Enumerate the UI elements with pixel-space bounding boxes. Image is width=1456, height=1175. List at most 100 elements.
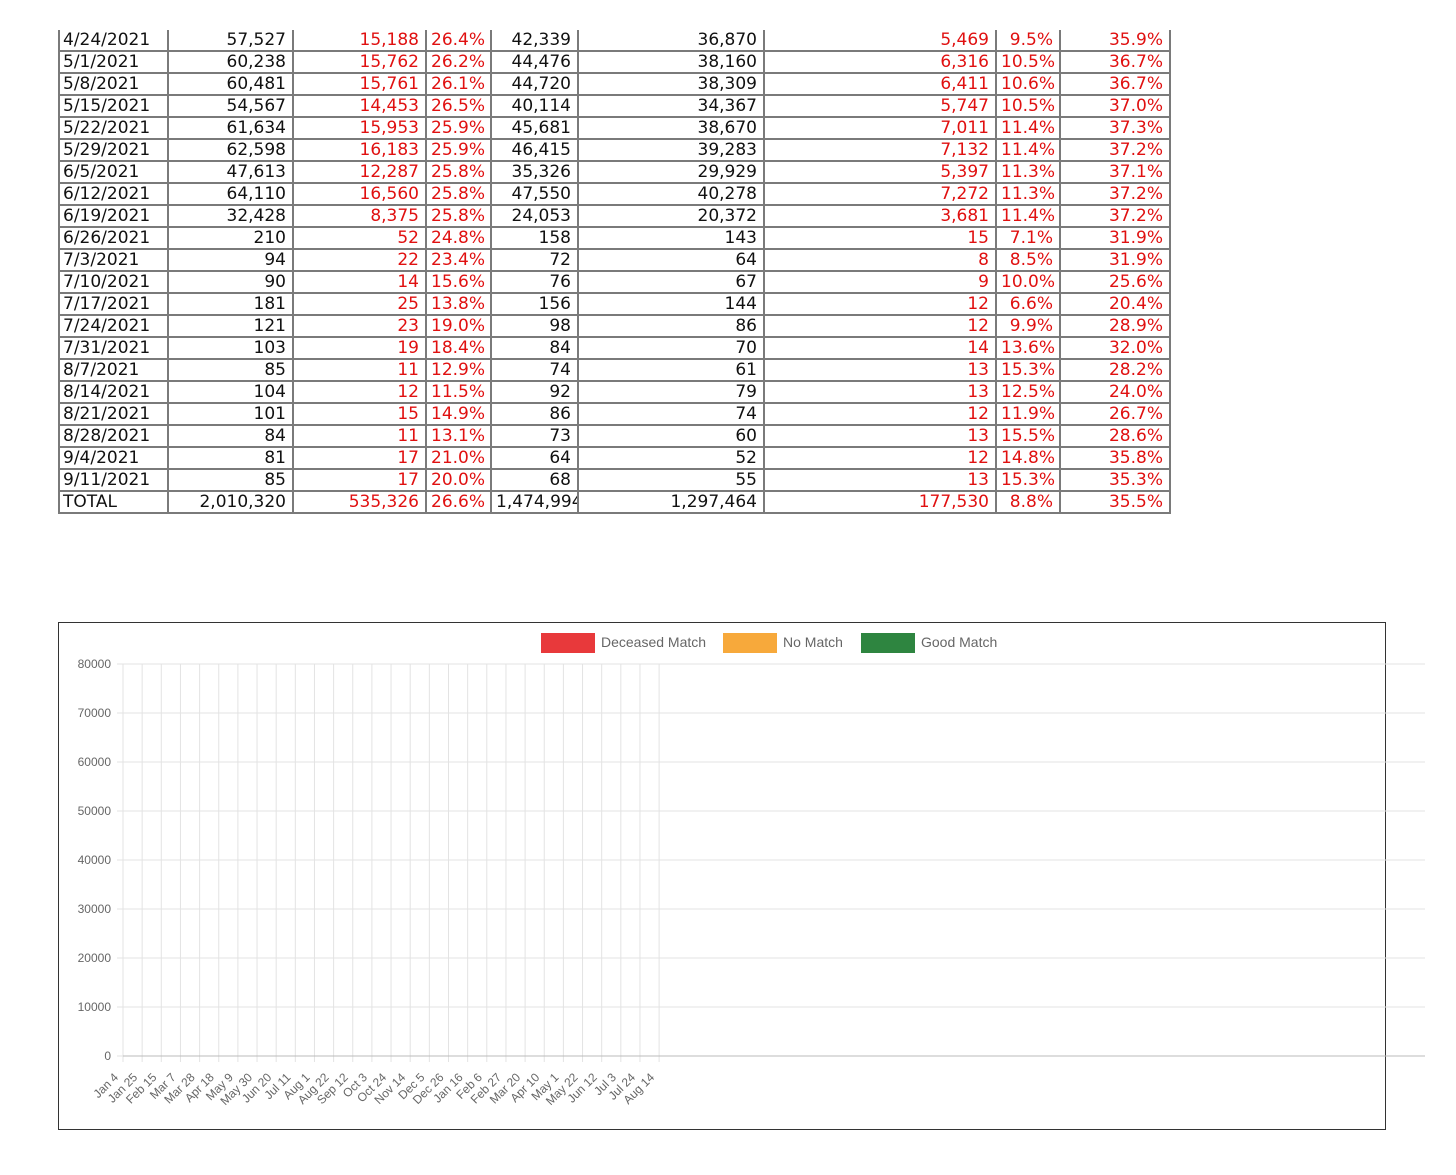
table-cell: 60,238 <box>167 50 294 74</box>
table-cell: 23 <box>292 314 427 338</box>
table-cell: 5/29/2021 <box>58 138 169 162</box>
table-cell: 535,326 <box>292 490 427 514</box>
table-cell: 13.1% <box>425 424 492 448</box>
table-cell: 7,011 <box>763 116 997 140</box>
chart-canvas: 0 10000 20000 30000 40000 50000 60000 70000 8000… <box>78 633 1425 1108</box>
table-cell: 92 <box>490 380 579 404</box>
table-cell: 37.3% <box>1059 116 1171 140</box>
table-cell: 24.0% <box>1059 380 1171 404</box>
table-cell: 15.3% <box>995 468 1061 492</box>
legend-label: No Match <box>783 634 843 650</box>
table-cell: 8/7/2021 <box>58 358 169 382</box>
table-row: 7/31/2021 103 19 18.4% 84 70 14 13.6% 32.0% <box>58 336 1171 360</box>
table-cell: 21.0% <box>425 446 492 470</box>
table-cell: 25.8% <box>425 182 492 206</box>
table-cell: 16,183 <box>292 138 427 162</box>
table-cell: 35,326 <box>490 160 579 184</box>
table-cell: 74 <box>577 402 765 426</box>
table-cell: 1,474,994 <box>490 490 579 514</box>
table-cell: 5/15/2021 <box>58 94 169 118</box>
table-cell: 45,681 <box>490 116 579 140</box>
table-cell: 101 <box>167 402 294 426</box>
table-cell: 62,598 <box>167 138 294 162</box>
table-cell: 36.7% <box>1059 50 1171 74</box>
table-cell: 61,634 <box>167 116 294 140</box>
table-cell: 85 <box>167 468 294 492</box>
table-cell: 22 <box>292 248 427 272</box>
y-tick-label: 80000 <box>78 657 112 671</box>
table-cell: 12 <box>763 402 997 426</box>
table-cell: 28.2% <box>1059 358 1171 382</box>
table-cell: 23.4% <box>425 248 492 272</box>
table-cell: 8/28/2021 <box>58 424 169 448</box>
legend-label: Deceased Match <box>601 634 706 650</box>
y-tick-label: 30000 <box>78 902 112 916</box>
table-cell: 31.9% <box>1059 226 1171 250</box>
table-cell: 29,929 <box>577 160 765 184</box>
table-cell: 54,567 <box>167 94 294 118</box>
table-cell: 15.5% <box>995 424 1061 448</box>
table-cell: 4/24/2021 <box>58 30 169 52</box>
table-cell: 25.8% <box>425 160 492 184</box>
table-total-row: TOTAL 2,010,320 535,326 26.6% 1,474,994 1,297… <box>58 490 1171 514</box>
table-cell: 13 <box>763 424 997 448</box>
table-cell: 47,550 <box>490 182 579 206</box>
table-cell: 15.6% <box>425 270 492 294</box>
table-cell: 44,720 <box>490 72 579 96</box>
table-cell: 25 <box>292 292 427 316</box>
table-cell: 79 <box>577 380 765 404</box>
table-cell: 86 <box>490 402 579 426</box>
table-cell: 19 <box>292 336 427 360</box>
table-cell: 18.4% <box>425 336 492 360</box>
legend-label: Good Match <box>921 634 997 650</box>
table-cell: 12.5% <box>995 380 1061 404</box>
table-cell: 13.6% <box>995 336 1061 360</box>
table-cell: 7/17/2021 <box>58 292 169 316</box>
table-cell: 5,747 <box>763 94 997 118</box>
table-body: 4/24/2021 57,527 15,188 26.4% 42,339 36,870 5,… <box>58 30 1171 514</box>
table-cell: 40,114 <box>490 94 579 118</box>
table-cell: 24.8% <box>425 226 492 250</box>
table-cell: 5,397 <box>763 160 997 184</box>
table-cell: 52 <box>577 446 765 470</box>
table-cell: 26.1% <box>425 72 492 96</box>
legend-swatch-good-match <box>861 633 915 653</box>
table-cell: 73 <box>490 424 579 448</box>
table-cell: 15,762 <box>292 50 427 74</box>
table-cell: 103 <box>167 336 294 360</box>
table-cell: 31.9% <box>1059 248 1171 272</box>
table-row: 5/29/2021 62,598 16,183 25.9% 46,415 39,283 7,… <box>58 138 1171 162</box>
table-row: 9/11/2021 85 17 20.0% 68 55 13 15.3% 35.3% <box>58 468 1171 492</box>
table-cell: 36.7% <box>1059 72 1171 96</box>
table-cell: 2,010,320 <box>167 490 294 514</box>
table-cell: 14 <box>292 270 427 294</box>
table-cell: 10.0% <box>995 270 1061 294</box>
table-row: 5/1/2021 60,238 15,762 26.2% 44,476 38,160 6,3… <box>58 50 1171 74</box>
table-cell: 156 <box>490 292 579 316</box>
table-cell: 11.5% <box>425 380 492 404</box>
table-cell: 181 <box>167 292 294 316</box>
legend-swatch-no-match <box>723 633 777 653</box>
table-row: 5/8/2021 60,481 15,761 26.1% 44,720 38,309 6,4… <box>58 72 1171 96</box>
table-cell: 26.7% <box>1059 402 1171 426</box>
table-row: 6/5/2021 47,613 12,287 25.8% 35,326 29,929 5,3… <box>58 160 1171 184</box>
table-cell: 57,527 <box>167 30 294 52</box>
table-cell: 60 <box>577 424 765 448</box>
table-cell: 60,481 <box>167 72 294 96</box>
table-cell: 9 <box>763 270 997 294</box>
table-cell: 38,670 <box>577 116 765 140</box>
table-cell: 16,560 <box>292 182 427 206</box>
table-cell: 11 <box>292 424 427 448</box>
table-cell: 70 <box>577 336 765 360</box>
table-cell: 37.2% <box>1059 138 1171 162</box>
table-cell: 81 <box>167 446 294 470</box>
table-cell: 13.8% <box>425 292 492 316</box>
table-cell: 17 <box>292 468 427 492</box>
table-cell: 35.5% <box>1059 490 1171 514</box>
table-cell: 38,160 <box>577 50 765 74</box>
table-cell: TOTAL <box>58 490 169 514</box>
table-row: 7/17/2021 181 25 13.8% 156 144 12 6.6% 20.4% <box>58 292 1171 316</box>
table-cell: 9/4/2021 <box>58 446 169 470</box>
table-row: 5/15/2021 54,567 14,453 26.5% 40,114 34,367 5,… <box>58 94 1171 118</box>
table-cell: 86 <box>577 314 765 338</box>
